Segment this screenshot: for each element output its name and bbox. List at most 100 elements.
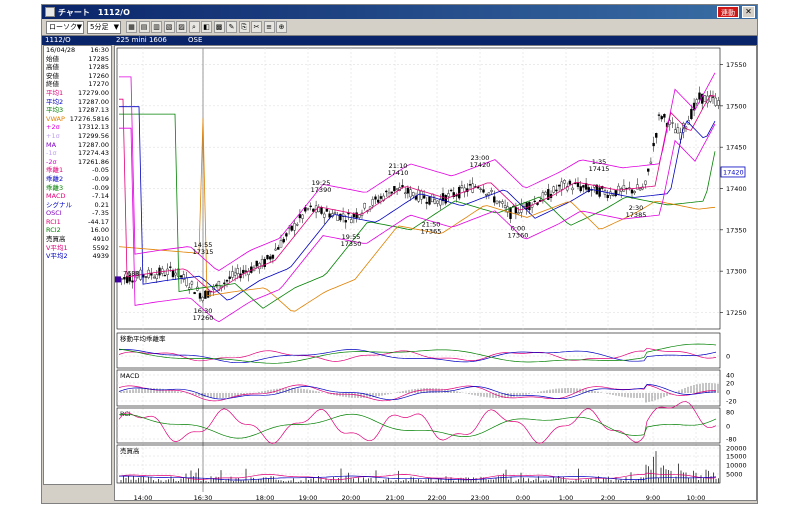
exchange-name: OSE (188, 36, 203, 44)
close-icon[interactable]: ✕ (742, 6, 755, 18)
annotation-price: 17350 (341, 240, 362, 248)
toolbar-tool-icon[interactable]: ◧ (201, 21, 212, 33)
candle-body (333, 212, 337, 214)
panel-row: MA 17287.00 (44, 141, 111, 150)
candle-body (231, 271, 234, 278)
panel-row-value: 17285 (88, 63, 109, 72)
candle-body (582, 185, 585, 188)
toolbar-tool-icon[interactable]: ▧ (163, 21, 175, 33)
panel-row-value: 17287.00 (77, 97, 109, 106)
candle-body (657, 114, 661, 116)
candle-body (412, 192, 415, 196)
candle-body (179, 275, 183, 278)
toolbar-tool-icon[interactable]: ⎘ (238, 21, 250, 33)
deviation-panel-title: 移動平均乖離率 (120, 334, 166, 343)
candle-body (501, 201, 504, 204)
panel-row-label: +1σ (46, 131, 60, 140)
candle-body (387, 192, 391, 198)
candle-body (258, 263, 261, 270)
toolbar-tool-icon[interactable]: ⌕ (188, 21, 200, 33)
panel-row-label: OSCI (46, 209, 62, 218)
candle-body (325, 208, 329, 212)
toolbar-tool-icon[interactable]: ≡ (263, 21, 275, 33)
panel-row-label: +2σ (46, 123, 60, 132)
candle-body (320, 207, 323, 214)
annotation-time: 19:55 (342, 233, 361, 241)
panel-row-value: 4939 (92, 252, 109, 261)
panel-row-value: -0.05 (92, 166, 109, 175)
candle-body (349, 219, 353, 224)
panel-row-label: RCI1 (46, 217, 61, 226)
candle-body (668, 120, 671, 125)
candle-body (563, 180, 566, 184)
toolbar-tool-icon[interactable]: ▩ (213, 21, 225, 33)
candle-body (223, 282, 226, 284)
title-bar[interactable]: チャート 1112/O 連動 ✕ (42, 5, 757, 19)
candle-body (447, 193, 450, 197)
sub-panel-frame (116, 407, 721, 444)
candle-body (152, 276, 156, 279)
candle-body (306, 208, 310, 210)
candle-body (274, 248, 277, 251)
ma2-line (119, 106, 716, 301)
panel-row-value: -0.09 (92, 174, 109, 183)
price-axis-label: 17250 (726, 309, 747, 317)
candle-body (298, 214, 302, 219)
volume-avg-line-2 (119, 475, 717, 481)
candle-body (385, 190, 388, 193)
candle-body (260, 259, 264, 267)
price-axis-label: 17550 (726, 61, 747, 69)
candle-body (711, 96, 715, 98)
contract-name: 225 mini 1606 (116, 36, 167, 44)
candle-body (174, 272, 177, 276)
candle-body (341, 213, 345, 217)
toolbar-tool-icon[interactable]: ⊕ (276, 21, 287, 33)
link-button[interactable]: 連動 (717, 6, 739, 18)
chart-type-select[interactable]: ローソク ▼ (46, 21, 84, 34)
candle-body (652, 142, 655, 147)
candle-body (128, 275, 132, 282)
candle-body (638, 188, 642, 191)
candle-body (660, 116, 663, 120)
panel-row-value: 17279.00 (77, 88, 109, 97)
candle-body (255, 260, 258, 267)
candle-body (193, 292, 196, 295)
panel-row: RCI2 16.00 (44, 226, 111, 235)
panel-row-label: V平均2 (46, 252, 68, 261)
panel-date: 16/04/28 (46, 46, 76, 54)
candle-body (449, 189, 453, 192)
interval-select[interactable]: 5分足 ▼ (87, 21, 121, 34)
candle-body (695, 99, 698, 104)
panel-row-label: MA (46, 140, 57, 149)
toolbar-tool-icon[interactable]: ▥ (151, 21, 162, 33)
candle-body (371, 199, 374, 206)
rci1-line (118, 401, 717, 444)
toolbar-tool-icon[interactable]: ✂ (251, 21, 262, 33)
candle-body (439, 198, 442, 206)
candle-body (355, 212, 358, 219)
chart-svg[interactable]: 17550 17500 17450 17400 17350 17300 17250 14:00… (115, 46, 758, 502)
candle-body (493, 196, 496, 203)
toolbar-tool-icon[interactable]: ✎ (226, 21, 237, 33)
panel-row: 終値 17270 (44, 80, 111, 89)
time-axis-label: 2:00 (601, 494, 616, 502)
panel-row-label: 乖離1 (46, 166, 64, 175)
candle-body (598, 187, 601, 197)
toolbar-tool-icon[interactable]: ▤ (138, 21, 150, 33)
candle-body (525, 202, 528, 210)
panel-row-label: 平均1 (46, 88, 64, 97)
panel-row: +1σ 17299.56 (44, 132, 111, 141)
candle-body (420, 190, 423, 200)
toolbar-tool-icon[interactable]: ▦ (126, 21, 137, 33)
chart-area[interactable]: 17550 17500 17450 17400 17350 17300 17250 14:00… (114, 45, 758, 502)
candle-body (552, 186, 555, 193)
chart-type-value: ローソク (49, 23, 77, 31)
candle-body (674, 129, 677, 134)
panel-row: 安値 17260 (44, 72, 111, 81)
panel-row-label: 平均2 (46, 97, 64, 106)
candle-body (166, 268, 169, 275)
toolbar-tool-icon[interactable]: ▨ (176, 21, 187, 33)
panel-row-label: RCI2 (46, 226, 61, 235)
candle-body (304, 206, 307, 212)
time-axis-label: 14:00 (134, 494, 153, 502)
